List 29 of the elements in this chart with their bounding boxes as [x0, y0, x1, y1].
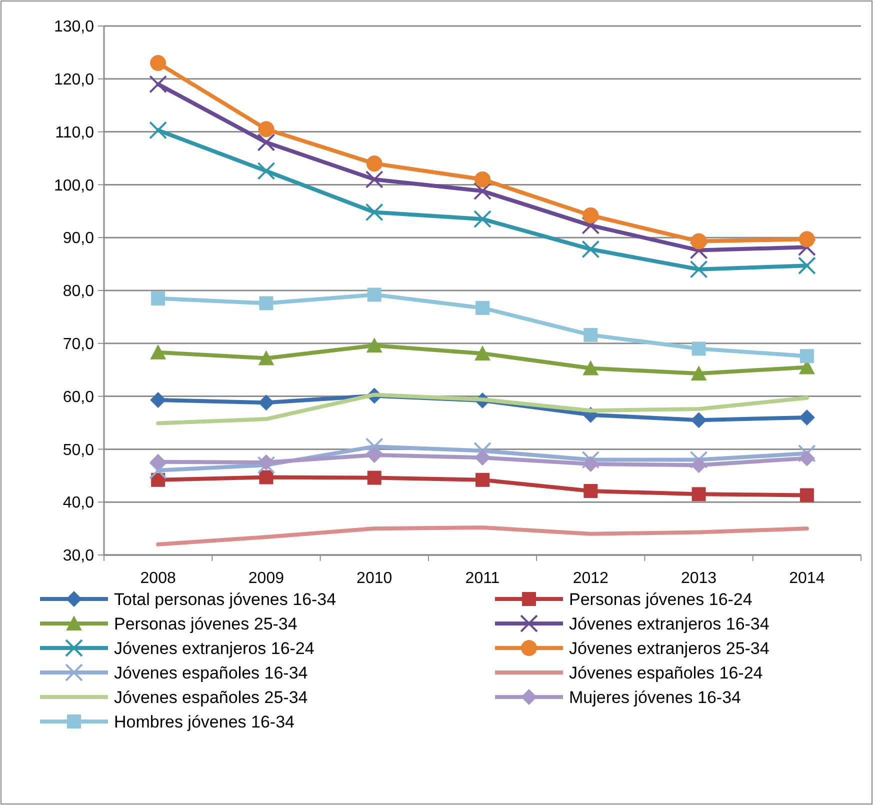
x-tick-label: 2008 [140, 570, 176, 587]
y-tick-label: 90,0 [62, 230, 94, 248]
x-tick-label: 2009 [248, 570, 284, 587]
legend-label: Jóvenes españoles 16-34 [114, 663, 308, 682]
y-tick-label: 60,0 [62, 388, 94, 406]
legend-label: Total personas jóvenes 16-34 [114, 590, 336, 609]
legend-label: Hombres jóvenes 16-34 [114, 712, 294, 732]
y-tick-label: 80,0 [62, 283, 94, 300]
legend-label: Jóvenes españoles 25-34 [114, 688, 308, 707]
y-tick-label: 40,0 [62, 494, 94, 512]
legend-label: Jóvenes extranjeros 25-34 [569, 638, 770, 658]
legend-label: Mujeres jóvenes 16-34 [569, 688, 741, 707]
y-tick-label: 130,0 [54, 18, 94, 36]
y-tick-label: 110,0 [55, 124, 94, 142]
x-tick-label: 2014 [789, 570, 825, 587]
y-tick-label: 30,0 [62, 548, 94, 565]
y-tick-label: 100,0 [54, 177, 94, 194]
legend-label: Jóvenes extranjeros 16-34 [569, 614, 770, 634]
legend-label: Personas jóvenes 25-34 [114, 614, 298, 634]
x-tick-label: 2010 [356, 570, 392, 587]
x-tick-label: 2012 [572, 570, 609, 587]
x-tick-label: 2013 [680, 570, 717, 587]
y-tick-label: 70,0 [62, 336, 94, 353]
y-tick-label: 120,0 [54, 72, 94, 88]
x-tick-label: 2011 [465, 570, 500, 587]
legend-label: Jóvenes españoles 16-24 [569, 663, 763, 682]
legend-label: Jóvenes extranjeros 16-24 [114, 638, 314, 658]
legend-label: Personas jóvenes 16-24 [569, 590, 752, 609]
y-tick-label: 50,0 [62, 442, 94, 459]
